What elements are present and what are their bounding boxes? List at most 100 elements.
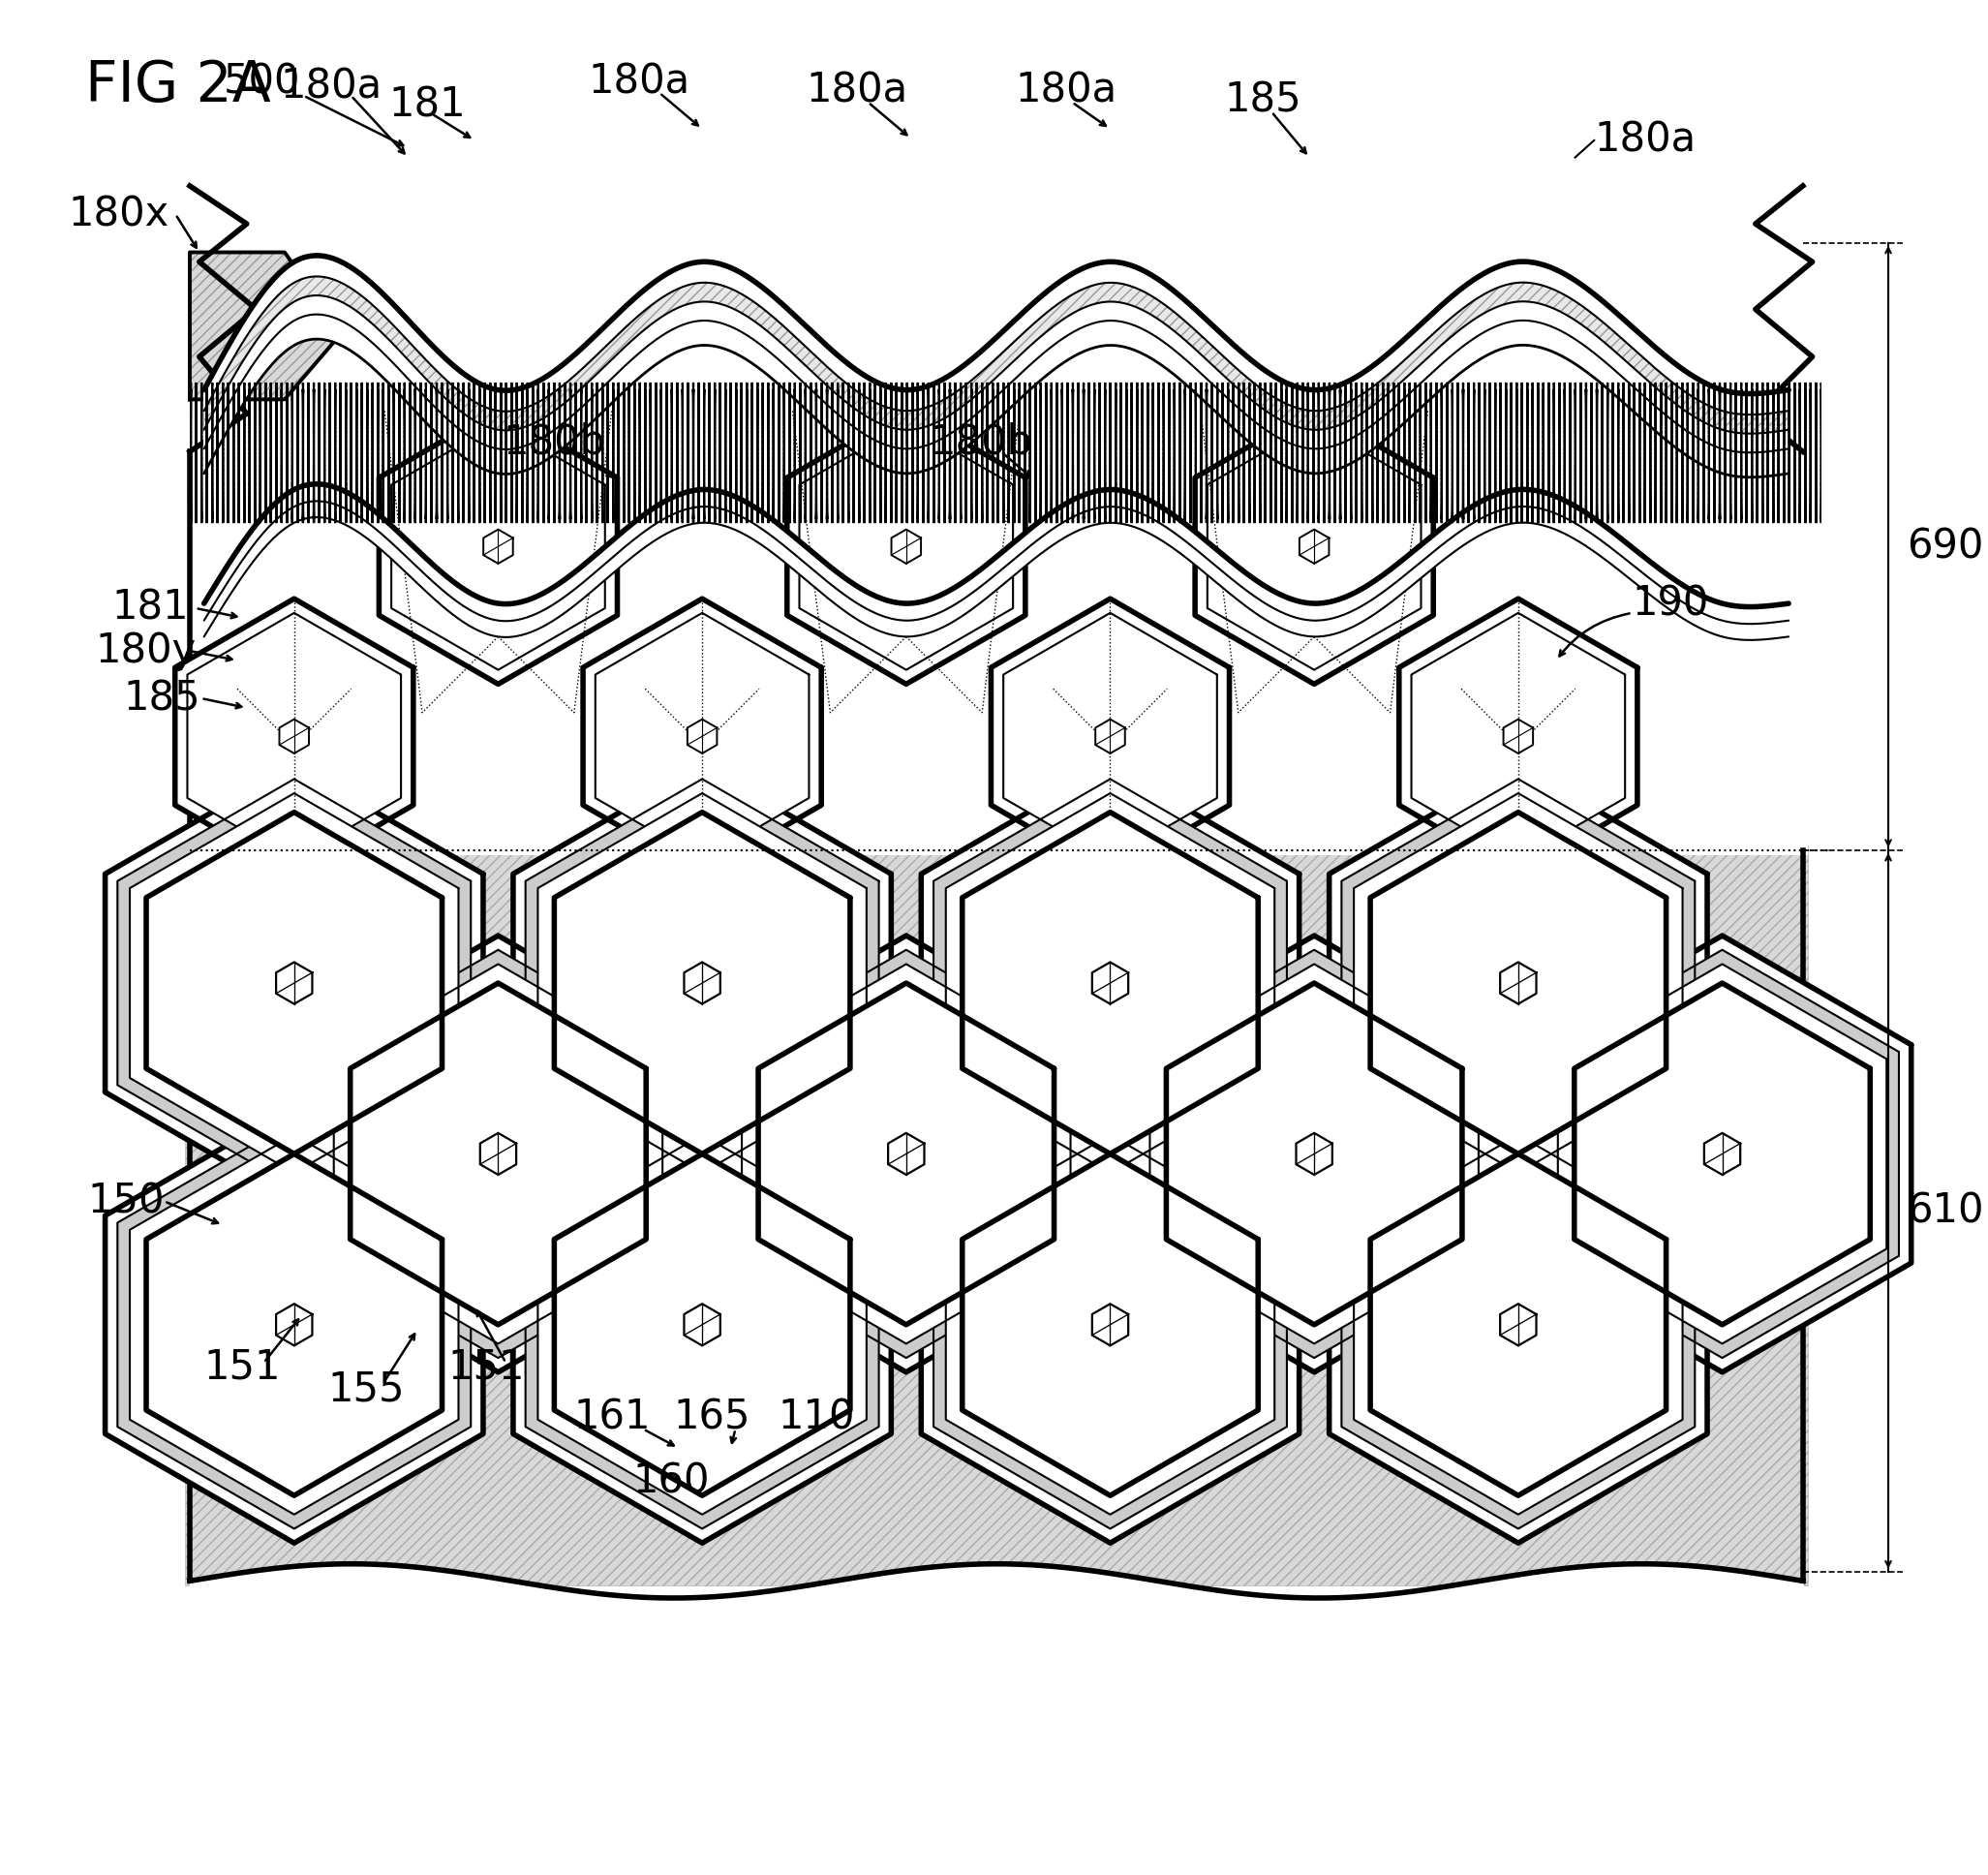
Polygon shape bbox=[280, 720, 308, 754]
Polygon shape bbox=[555, 812, 851, 1153]
Polygon shape bbox=[1501, 1303, 1537, 1346]
Text: 180y: 180y bbox=[95, 630, 197, 671]
Polygon shape bbox=[117, 1121, 471, 1528]
Polygon shape bbox=[799, 424, 1014, 669]
Polygon shape bbox=[117, 778, 471, 1187]
Polygon shape bbox=[483, 529, 513, 564]
Polygon shape bbox=[1149, 964, 1479, 1344]
Polygon shape bbox=[205, 296, 1789, 452]
Polygon shape bbox=[718, 936, 1095, 1372]
Text: 180a: 180a bbox=[1594, 120, 1696, 161]
Polygon shape bbox=[380, 409, 618, 684]
Polygon shape bbox=[1342, 1121, 1696, 1528]
Polygon shape bbox=[276, 962, 312, 1003]
Polygon shape bbox=[525, 778, 879, 1187]
Polygon shape bbox=[1411, 613, 1624, 859]
Polygon shape bbox=[1091, 1303, 1129, 1346]
Polygon shape bbox=[1354, 1134, 1682, 1515]
Text: FIG 2A: FIG 2A bbox=[85, 58, 270, 112]
Text: 190: 190 bbox=[1632, 583, 1710, 624]
Polygon shape bbox=[392, 424, 604, 669]
Text: 180a: 180a bbox=[807, 71, 909, 111]
Polygon shape bbox=[1095, 720, 1125, 754]
Polygon shape bbox=[555, 1153, 851, 1496]
Polygon shape bbox=[920, 765, 1300, 1202]
Polygon shape bbox=[350, 982, 646, 1326]
Polygon shape bbox=[1545, 951, 1899, 1358]
Text: 180a: 180a bbox=[280, 66, 382, 107]
Text: 165: 165 bbox=[674, 1397, 749, 1438]
Polygon shape bbox=[147, 1153, 441, 1496]
Polygon shape bbox=[1533, 936, 1910, 1372]
Polygon shape bbox=[891, 529, 920, 564]
Polygon shape bbox=[582, 598, 821, 874]
Polygon shape bbox=[322, 951, 674, 1358]
Polygon shape bbox=[185, 846, 1807, 1586]
Polygon shape bbox=[889, 1132, 924, 1176]
Text: 155: 155 bbox=[328, 1369, 404, 1410]
Polygon shape bbox=[1137, 951, 1491, 1358]
Polygon shape bbox=[1330, 1106, 1708, 1543]
Polygon shape bbox=[539, 793, 867, 1174]
Polygon shape bbox=[205, 501, 1789, 639]
Polygon shape bbox=[334, 964, 662, 1344]
Text: 180b: 180b bbox=[930, 422, 1032, 463]
Polygon shape bbox=[1501, 962, 1537, 1003]
Text: 500: 500 bbox=[223, 62, 300, 101]
Polygon shape bbox=[594, 613, 809, 859]
Polygon shape bbox=[1400, 598, 1638, 874]
Text: 185: 185 bbox=[123, 679, 201, 718]
Polygon shape bbox=[479, 1132, 517, 1176]
Polygon shape bbox=[1125, 936, 1503, 1372]
Text: 151: 151 bbox=[205, 1346, 280, 1388]
Polygon shape bbox=[147, 812, 441, 1153]
Text: 181: 181 bbox=[111, 589, 189, 628]
Polygon shape bbox=[189, 253, 342, 399]
Polygon shape bbox=[1559, 964, 1887, 1344]
Polygon shape bbox=[513, 765, 891, 1202]
Text: 180a: 180a bbox=[1016, 71, 1117, 111]
Polygon shape bbox=[962, 812, 1258, 1153]
Polygon shape bbox=[962, 1153, 1258, 1496]
Polygon shape bbox=[934, 1121, 1286, 1528]
Polygon shape bbox=[1195, 409, 1433, 684]
Polygon shape bbox=[105, 765, 483, 1202]
Polygon shape bbox=[175, 598, 414, 874]
Polygon shape bbox=[276, 1303, 312, 1346]
Polygon shape bbox=[992, 598, 1229, 874]
Polygon shape bbox=[1370, 812, 1666, 1153]
Text: 150: 150 bbox=[87, 1181, 165, 1222]
Polygon shape bbox=[205, 276, 1789, 433]
Text: 151: 151 bbox=[447, 1346, 525, 1388]
Polygon shape bbox=[920, 1106, 1300, 1543]
Polygon shape bbox=[946, 1134, 1274, 1515]
Polygon shape bbox=[684, 1303, 720, 1346]
Polygon shape bbox=[1004, 613, 1217, 859]
Text: 181: 181 bbox=[390, 84, 465, 126]
Text: 180b: 180b bbox=[503, 422, 606, 463]
Polygon shape bbox=[1167, 982, 1461, 1326]
Polygon shape bbox=[684, 962, 720, 1003]
Polygon shape bbox=[1342, 778, 1696, 1187]
Text: 690: 690 bbox=[1906, 527, 1984, 566]
Polygon shape bbox=[525, 1121, 879, 1528]
Polygon shape bbox=[1296, 1132, 1332, 1176]
Polygon shape bbox=[1300, 529, 1330, 564]
Polygon shape bbox=[1330, 765, 1708, 1202]
Polygon shape bbox=[1574, 982, 1871, 1326]
Polygon shape bbox=[1370, 1153, 1666, 1496]
Polygon shape bbox=[185, 124, 1807, 855]
Text: 185: 185 bbox=[1225, 81, 1302, 120]
Polygon shape bbox=[757, 982, 1054, 1326]
Polygon shape bbox=[205, 255, 1789, 414]
Polygon shape bbox=[513, 1106, 891, 1543]
Polygon shape bbox=[1503, 720, 1533, 754]
Polygon shape bbox=[1704, 1132, 1740, 1176]
Polygon shape bbox=[539, 1134, 867, 1515]
Text: 180a: 180a bbox=[588, 62, 690, 101]
Text: 180x: 180x bbox=[68, 193, 169, 234]
Polygon shape bbox=[934, 778, 1286, 1187]
Text: 110: 110 bbox=[777, 1397, 855, 1438]
Polygon shape bbox=[1354, 793, 1682, 1174]
Polygon shape bbox=[688, 720, 718, 754]
